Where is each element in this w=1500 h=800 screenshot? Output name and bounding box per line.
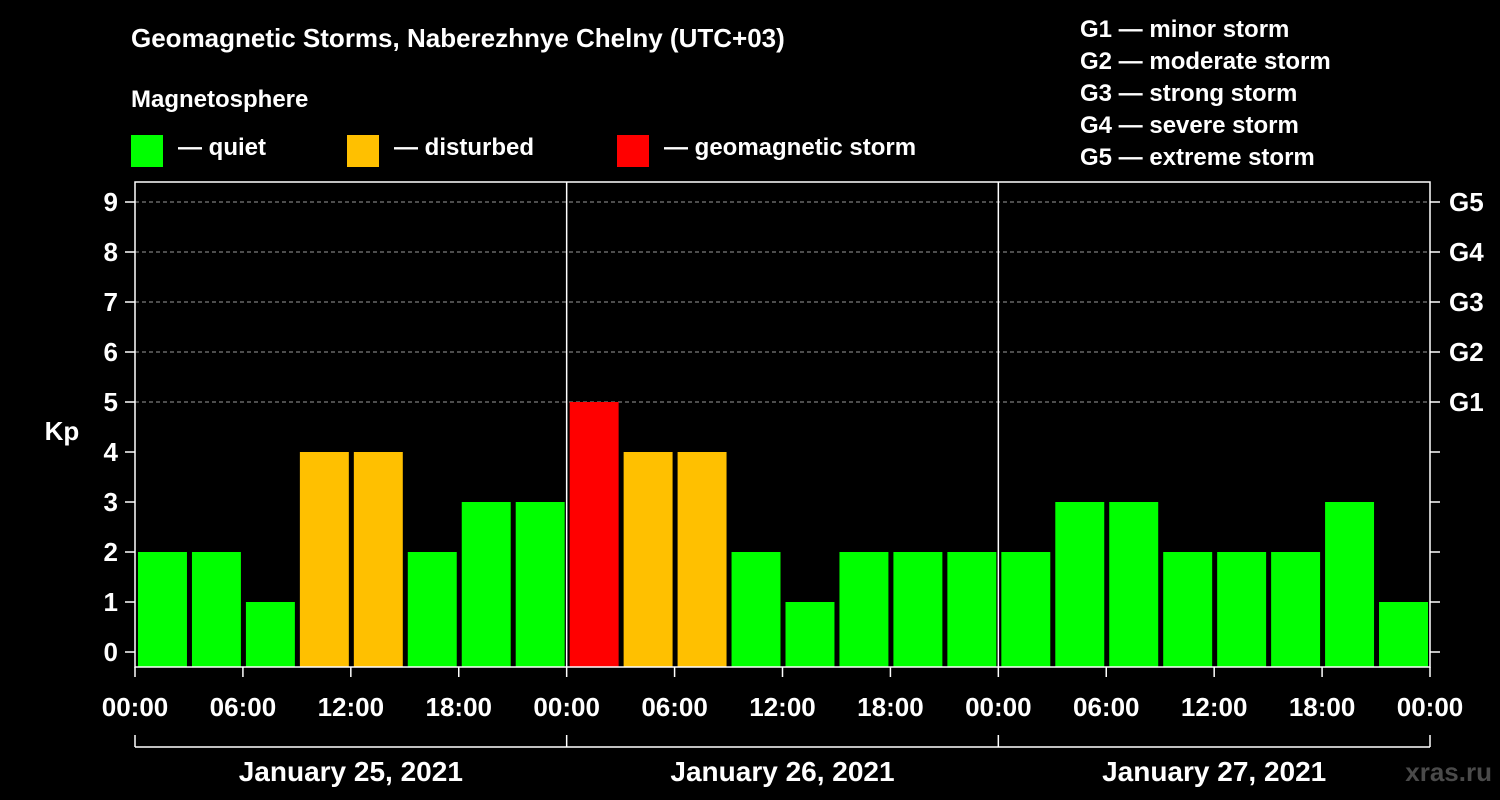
x-tick-label-6: 12:00: [749, 692, 816, 722]
scale-legend-g1: G1 — minor storm: [1080, 16, 1290, 43]
x-tick-label-2: 12:00: [318, 692, 385, 722]
legend-swatch-quiet: [131, 135, 163, 167]
bar-23: [1379, 602, 1428, 667]
right-tick-label-G3: G3: [1449, 287, 1484, 317]
bar-8: [569, 402, 619, 667]
x-tick-label-10: 12:00: [1181, 692, 1248, 722]
bar-22: [1325, 502, 1375, 667]
x-tick-label-11: 18:00: [1289, 692, 1356, 722]
legend-swatch-storm: [617, 135, 649, 167]
legend-label-storm: — geomagnetic storm: [664, 134, 917, 161]
x-tick-label-1: 06:00: [210, 692, 277, 722]
bar-5: [407, 552, 457, 667]
right-tick-label-G2: G2: [1449, 337, 1484, 367]
day-label-2: January 27, 2021: [1102, 756, 1326, 787]
x-tick-label-4: 00:00: [533, 692, 600, 722]
day-label-0: January 25, 2021: [239, 756, 463, 787]
bar-18: [1109, 502, 1159, 667]
bar-16: [1001, 552, 1051, 667]
x-tick-label-9: 06:00: [1073, 692, 1140, 722]
x-tick-label-12: 00:00: [1397, 692, 1464, 722]
legend-label-disturbed: — disturbed: [394, 134, 535, 161]
bar-4: [353, 452, 403, 667]
x-tick-label-7: 18:00: [857, 692, 924, 722]
y-tick-label-1: 1: [104, 587, 118, 617]
scale-legend-g3: G3 — strong storm: [1080, 80, 1298, 107]
x-tick-label-5: 06:00: [641, 692, 708, 722]
right-tick-label-G1: G1: [1449, 387, 1484, 417]
bar-17: [1055, 502, 1105, 667]
bar-3: [299, 452, 349, 667]
scale-legend-g4: G4 — severe storm: [1080, 112, 1299, 139]
y-tick-label-3: 3: [104, 487, 118, 517]
bar-15: [947, 552, 997, 667]
bar-9: [623, 452, 673, 667]
bar-20: [1217, 552, 1267, 667]
y-tick-label-5: 5: [104, 387, 118, 417]
x-tick-label-3: 18:00: [426, 692, 493, 722]
bar-1: [191, 552, 241, 667]
bar-6: [461, 502, 511, 667]
y-tick-label-2: 2: [104, 537, 118, 567]
y-tick-label-8: 8: [104, 237, 118, 267]
day-label-1: January 26, 2021: [670, 756, 894, 787]
bar-10: [677, 452, 727, 667]
bar-21: [1271, 552, 1321, 667]
bar-0: [138, 552, 187, 667]
right-tick-label-G5: G5: [1449, 187, 1484, 217]
bar-2: [245, 602, 295, 667]
bar-11: [731, 552, 781, 667]
bar-19: [1163, 552, 1213, 667]
y-tick-label-0: 0: [104, 637, 118, 667]
x-tick-label-8: 00:00: [965, 692, 1032, 722]
y-tick-label-7: 7: [104, 287, 118, 317]
y-tick-label-4: 4: [104, 437, 119, 467]
bar-13: [839, 552, 889, 667]
bar-12: [785, 602, 835, 667]
scale-legend-g5: G5 — extreme storm: [1080, 144, 1315, 171]
chart-subtitle: Magnetosphere: [131, 86, 309, 113]
bar-7: [515, 502, 565, 667]
legend-label-quiet: — quiet: [178, 134, 266, 161]
grid-lines: [135, 201, 1430, 403]
x-tick-label-0: 00:00: [102, 692, 169, 722]
y-tick-label-9: 9: [104, 187, 118, 217]
scale-legend-g2: G2 — moderate storm: [1080, 48, 1331, 75]
bar-14: [893, 552, 943, 667]
axes: 0 1 2 3 4 5 6 7 8 9 G1 G2 G3 G4 G5 00:00 06:00 12:00 18:00…: [102, 181, 1484, 787]
legend-swatch-disturbed: [347, 135, 379, 167]
bar-series: [138, 402, 1428, 667]
right-tick-label-G4: G4: [1449, 237, 1484, 267]
chart-title: Geomagnetic Storms, Naberezhnye Chelny (…: [131, 23, 785, 53]
y-tick-label-6: 6: [104, 337, 118, 367]
y-axis-label: Kp: [45, 416, 80, 446]
watermark: xras.ru: [1405, 757, 1492, 787]
